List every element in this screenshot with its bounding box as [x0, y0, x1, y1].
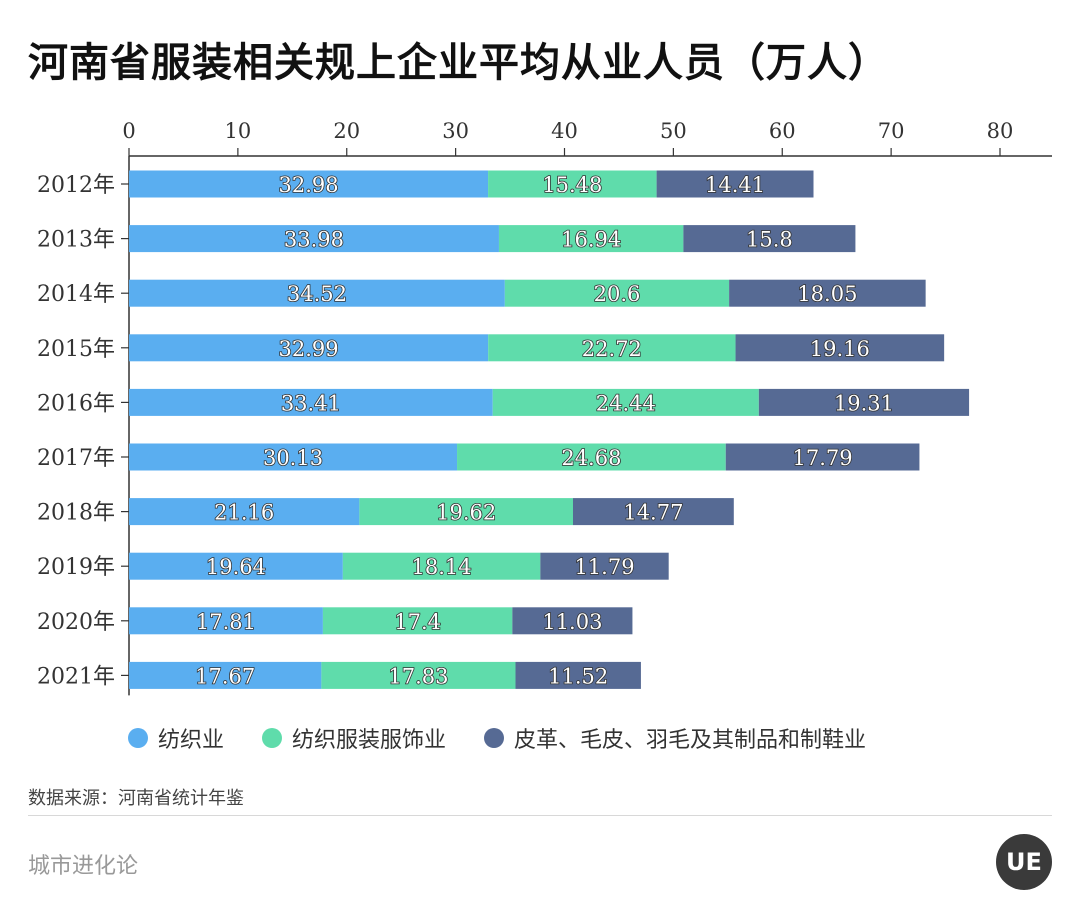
- bar-segment: [488, 170, 657, 198]
- data-label: 24.44: [596, 391, 656, 415]
- data-label: 15.8: [746, 228, 793, 252]
- bar-segment: [515, 661, 641, 689]
- bar-segment: [322, 607, 513, 635]
- category-label: 2015年: [37, 337, 115, 362]
- footer-divider: [28, 815, 1052, 816]
- data-label: 32.99: [279, 337, 339, 361]
- legend-label-leather: 皮革、毛皮、羽毛及其制品和制鞋业: [514, 728, 867, 753]
- bar-segment: [498, 225, 684, 253]
- data-label: 18.05: [797, 282, 857, 306]
- legend-item-textile[interactable]: 纺织业: [128, 722, 224, 754]
- data-label: 32.98: [278, 173, 338, 197]
- data-label: 17.4: [394, 610, 441, 634]
- bar-segment: [129, 388, 493, 416]
- category-label: 2020年: [37, 610, 115, 635]
- data-label: 19.16: [810, 337, 870, 361]
- bar-segment: [129, 279, 505, 307]
- data-label: 18.14: [412, 555, 472, 579]
- data-label: 19.31: [834, 391, 894, 415]
- data-label: 19.64: [206, 555, 266, 579]
- data-label: 11.79: [574, 555, 634, 579]
- category-label: 2017年: [37, 446, 115, 471]
- bar-segment: [457, 443, 726, 471]
- bar-segment: [129, 552, 343, 580]
- bar-segment: [129, 661, 322, 689]
- x-tick-label: 80: [987, 119, 1014, 143]
- data-label: 17.67: [195, 664, 255, 688]
- data-label: 14.77: [623, 501, 683, 525]
- brand-name: 城市进化论: [28, 854, 139, 879]
- source-note: 数据来源：河南省统计年鉴: [28, 788, 244, 809]
- bar-segment: [656, 170, 814, 198]
- bar-segment: [129, 170, 489, 198]
- bar-segment: [572, 498, 734, 526]
- bar-segment: [504, 279, 730, 307]
- legend-label-textile: 纺织业: [158, 728, 225, 753]
- legend-item-garment[interactable]: 纺织服装服饰业: [262, 722, 446, 754]
- data-label: 21.16: [214, 501, 274, 525]
- stacked-bar-chart: 0 10 20 30 40 50 60 70 80 2012年 32.98 15.48 14.41 201…: [37, 119, 1052, 696]
- legend-swatch-leather-icon: [484, 728, 505, 748]
- bar-segment: [758, 388, 970, 416]
- data-label: 11.03: [542, 610, 602, 634]
- bar-segment: [129, 334, 489, 362]
- bar-segment: [359, 498, 573, 526]
- x-tick-label: 40: [551, 119, 578, 143]
- data-label: 30.13: [263, 446, 323, 470]
- data-label: 24.68: [561, 446, 621, 470]
- data-label: 11.52: [548, 664, 608, 688]
- x-tick-label: 20: [333, 119, 360, 143]
- legend-label-garment: 纺织服装服饰业: [292, 728, 447, 753]
- legend-swatch-garment-icon: [262, 728, 283, 748]
- data-label: 14.41: [705, 173, 765, 197]
- chart-legend: 纺织业 纺织服装服饰业 皮革、毛皮、羽毛及其制品和制鞋业: [128, 722, 866, 754]
- bar-segment: [512, 607, 633, 635]
- data-label: 17.81: [196, 610, 256, 634]
- bar-segment: [735, 334, 945, 362]
- data-label: 34.52: [287, 282, 347, 306]
- bar-segment: [321, 661, 516, 689]
- bar-segment: [129, 443, 458, 471]
- category-label: 2018年: [37, 501, 115, 526]
- page-title: 河南省服装相关规上企业平均从业人员（万人）: [28, 39, 889, 86]
- bar-segment: [129, 607, 323, 635]
- bar-segment: [540, 552, 669, 580]
- bar-segment: [342, 552, 541, 580]
- x-tick-label: 30: [442, 119, 469, 143]
- category-label: 2013年: [37, 228, 115, 253]
- category-label: 2014年: [37, 282, 115, 307]
- data-label: 17.83: [388, 664, 448, 688]
- legend-swatch-textile-icon: [128, 728, 148, 748]
- category-label: 2021年: [37, 664, 115, 689]
- data-label: 22.72: [582, 337, 642, 361]
- category-label: 2012年: [37, 173, 115, 198]
- x-tick-label: 0: [122, 119, 135, 143]
- data-label: 20.6: [594, 282, 641, 306]
- bar-segment: [683, 225, 856, 253]
- data-label: 33.41: [281, 391, 341, 415]
- x-tick-label: 10: [225, 119, 252, 143]
- data-label: 19.62: [436, 501, 496, 525]
- bar-segment: [729, 279, 926, 307]
- brand-logo: UE: [996, 834, 1052, 890]
- bar-segment: [129, 225, 499, 253]
- x-tick-label: 50: [660, 119, 687, 143]
- bar-segment: [492, 388, 759, 416]
- category-label: 2016年: [37, 391, 115, 416]
- data-label: 15.48: [542, 173, 602, 197]
- legend-item-leather[interactable]: 皮革、毛皮、羽毛及其制品和制鞋业: [484, 722, 866, 754]
- category-label: 2019年: [37, 555, 115, 580]
- bar-segment: [488, 334, 736, 362]
- x-tick-label: 70: [878, 119, 905, 143]
- x-tick-label: 60: [769, 119, 796, 143]
- data-label: 33.98: [284, 228, 344, 252]
- bar-segment: [129, 498, 360, 526]
- data-label: 16.94: [561, 228, 621, 252]
- bar-segment: [725, 443, 920, 471]
- data-label: 17.79: [793, 446, 853, 470]
